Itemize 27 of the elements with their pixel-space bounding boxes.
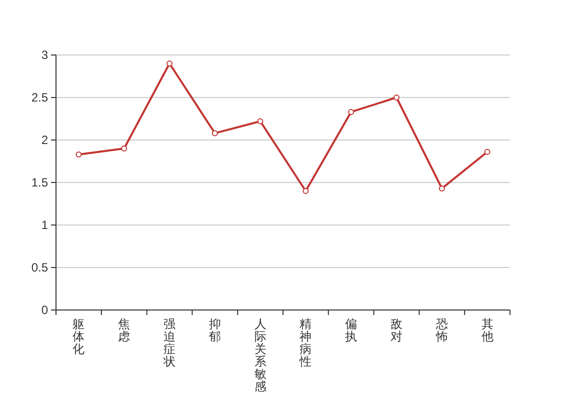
x-tick-label: 躯体化 xyxy=(72,317,85,356)
x-tick-label: 偏执 xyxy=(345,317,358,344)
point xyxy=(348,108,354,115)
x-tick-label: 敌对 xyxy=(390,317,402,344)
x-tick-label: 抑郁 xyxy=(208,317,221,344)
y-tick-label: 3 xyxy=(41,48,48,62)
point xyxy=(394,94,400,100)
y-tick-label: 2 xyxy=(41,133,48,147)
point xyxy=(257,118,264,124)
y-tick-label: 0.5 xyxy=(31,260,48,274)
point xyxy=(438,185,445,192)
x-tick-label: 焦虑 xyxy=(118,317,130,344)
y-tick-label: 1.5 xyxy=(31,176,48,190)
point xyxy=(166,60,172,66)
point xyxy=(121,146,128,152)
x-tick-label: 强迫症状 xyxy=(162,317,176,368)
x-tick-label: 恐怖 xyxy=(434,317,448,344)
x-tick-label: 其他 xyxy=(481,317,494,344)
point xyxy=(484,148,490,155)
x-tick-label: 精神病性 xyxy=(298,317,312,368)
y-tick-label: 0 xyxy=(41,303,48,317)
y-tick-label: 1 xyxy=(41,218,48,232)
y-tick-label: 2.5 xyxy=(31,90,48,104)
point xyxy=(212,130,218,136)
x-tick-label: 人际关系敏感 xyxy=(254,317,266,394)
point xyxy=(302,188,309,194)
point xyxy=(76,151,82,158)
